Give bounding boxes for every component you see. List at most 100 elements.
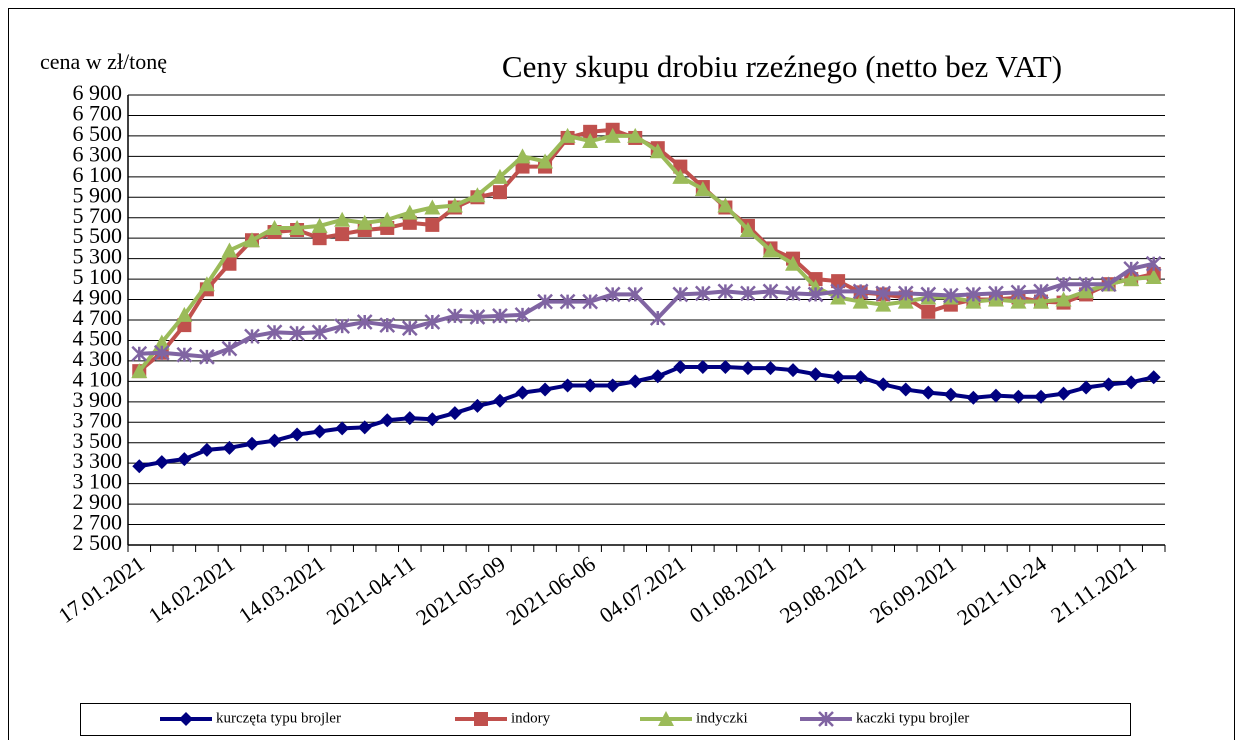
marker: [1123, 271, 1140, 287]
marker: [537, 153, 554, 169]
marker: [243, 232, 260, 248]
marker: [650, 369, 665, 384]
marker: [740, 285, 756, 302]
marker: [425, 217, 440, 232]
marker: [695, 360, 710, 375]
y-tick-label: 3 500: [73, 428, 123, 453]
marker: [762, 242, 779, 258]
marker: [605, 378, 620, 393]
marker: [154, 455, 169, 470]
marker: [672, 286, 689, 303]
marker: [807, 286, 824, 303]
y-tick-label: 6 300: [73, 141, 123, 166]
marker: [604, 286, 621, 303]
marker: [875, 285, 892, 302]
marker: [379, 211, 396, 227]
marker: [221, 340, 238, 357]
marker: [718, 360, 733, 375]
marker: [131, 363, 148, 379]
marker: [221, 242, 238, 258]
marker: [538, 382, 553, 397]
marker: [335, 227, 350, 242]
marker: [474, 712, 488, 726]
marker: [763, 361, 778, 376]
legend-label: indyczki: [696, 710, 748, 726]
marker: [920, 286, 937, 303]
chart-border: [8, 8, 1235, 740]
marker: [380, 413, 395, 428]
marker: [673, 360, 688, 375]
marker: [717, 197, 734, 213]
marker: [402, 411, 417, 426]
y-axis-label: cena w zł/tonę: [40, 49, 167, 74]
marker: [357, 420, 372, 435]
marker: [875, 296, 892, 312]
marker: [447, 406, 462, 421]
marker: [334, 318, 351, 335]
marker: [582, 293, 599, 310]
y-tick-label: 6 900: [73, 80, 123, 105]
marker: [1079, 380, 1094, 395]
marker: [627, 127, 644, 143]
legend-box: [80, 703, 1131, 736]
marker: [897, 285, 914, 302]
marker: [818, 711, 834, 727]
marker: [830, 283, 847, 300]
marker: [176, 306, 193, 322]
marker: [1056, 386, 1071, 401]
y-tick-label: 3 700: [73, 407, 123, 432]
marker: [965, 286, 982, 303]
marker: [379, 317, 396, 333]
marker: [290, 427, 305, 442]
legend-label: kurczęta typu brojler: [216, 710, 341, 726]
marker: [267, 433, 282, 448]
y-tick-label: 2 700: [73, 510, 123, 535]
marker: [537, 293, 553, 310]
marker: [852, 293, 869, 309]
marker: [1010, 293, 1027, 309]
marker: [492, 308, 508, 324]
marker: [1146, 370, 1161, 385]
legend-label: kaczki typu brojler: [856, 710, 969, 726]
marker: [583, 378, 598, 393]
marker: [831, 370, 846, 385]
marker: [469, 309, 486, 325]
marker: [560, 378, 575, 393]
marker: [266, 219, 283, 235]
marker: [1011, 389, 1026, 404]
marker: [424, 314, 441, 330]
marker: [649, 143, 666, 159]
marker: [1145, 255, 1162, 272]
marker: [514, 148, 531, 164]
marker: [312, 424, 327, 439]
marker: [356, 214, 373, 230]
marker: [658, 711, 674, 726]
marker: [628, 374, 643, 389]
marker: [311, 324, 328, 341]
y-tick-label: 2 900: [73, 489, 123, 514]
marker: [1033, 293, 1050, 309]
marker: [446, 197, 463, 213]
marker: [334, 211, 351, 227]
marker: [356, 314, 373, 330]
marker: [808, 367, 823, 382]
marker: [469, 187, 486, 203]
marker: [491, 168, 508, 184]
marker: [1078, 276, 1094, 293]
marker: [604, 127, 621, 143]
marker: [786, 363, 801, 378]
marker: [785, 285, 801, 302]
marker: [921, 385, 936, 400]
marker: [401, 204, 418, 220]
marker: [179, 712, 193, 726]
series-line: [139, 261, 1155, 359]
marker: [1145, 269, 1162, 285]
marker: [1010, 284, 1027, 301]
marker: [942, 287, 959, 304]
y-tick-label: 5 500: [73, 223, 123, 248]
marker: [289, 219, 306, 235]
marker: [492, 185, 507, 200]
marker: [335, 421, 350, 436]
marker: [876, 377, 891, 392]
marker: [244, 436, 259, 451]
